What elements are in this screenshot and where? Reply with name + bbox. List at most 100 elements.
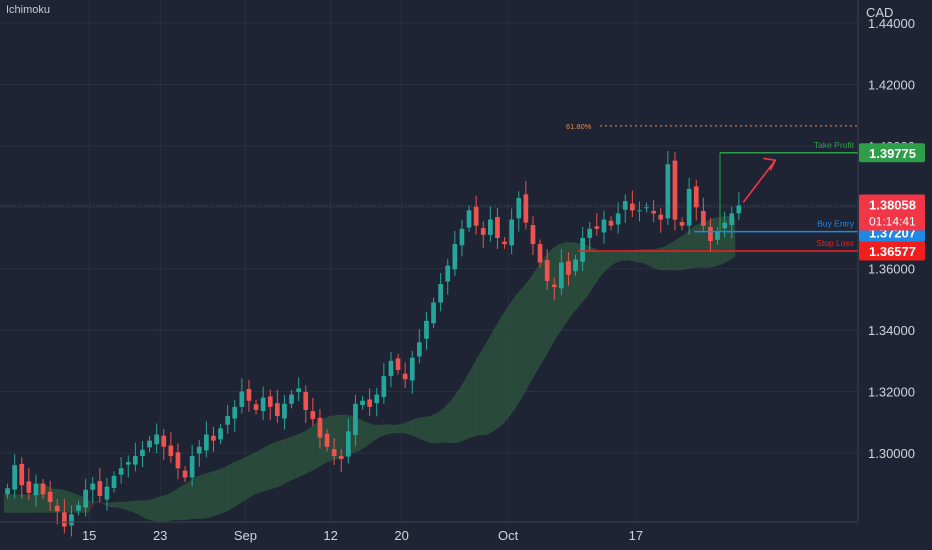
candle-body [530, 225, 536, 245]
price-tick-label: 1.34000 [868, 323, 915, 338]
candle-body [5, 488, 10, 495]
cloud-segment [302, 428, 310, 476]
cloud-segment [67, 491, 75, 513]
time-axis[interactable]: 15 23 Sep 12 20 Oct 17 [0, 521, 858, 543]
stop-loss-tag [859, 241, 925, 261]
time-tick-label: 23 [153, 528, 167, 543]
cloud-segment [153, 496, 161, 522]
cloud-segment [288, 435, 296, 482]
cloud-segment [458, 378, 466, 443]
cloud-segment [493, 316, 501, 432]
cloud-segment [18, 494, 26, 513]
cloud-segment [444, 399, 452, 444]
candle-body [331, 449, 337, 456]
cloud-segment [295, 432, 303, 479]
candle-body [324, 433, 330, 447]
cloud-segment [678, 233, 686, 271]
candle-body [523, 194, 529, 223]
candle-body [225, 416, 230, 425]
cloud-segment [117, 501, 125, 510]
candle-body [686, 188, 692, 226]
candle-body [19, 463, 25, 486]
cloud-segment [650, 248, 658, 270]
cloud-segment [273, 440, 281, 489]
candle-body [708, 226, 713, 242]
cloud-segment [387, 424, 395, 435]
cloud-segment [643, 249, 651, 267]
candle-body [431, 302, 436, 324]
candle-body [402, 373, 408, 380]
candle-body [502, 241, 507, 245]
cloud-segment [614, 251, 622, 264]
cloud-segment [515, 287, 523, 409]
cloud-segment [572, 242, 580, 315]
candle-body [97, 481, 103, 496]
candle-body [189, 455, 195, 478]
cloud-segment [699, 221, 707, 268]
candle-body [608, 220, 614, 226]
candle-body [651, 210, 656, 214]
cloud-segment [657, 246, 665, 271]
candle-body [133, 455, 138, 465]
price-tags: 1.39775 1.37207 1.36577 1.38058 01:14:41 [859, 143, 925, 261]
candle-body [90, 483, 96, 490]
cloud-segment [664, 242, 672, 271]
candle-body [360, 400, 365, 406]
candle-body [275, 403, 280, 417]
cloud-segment [593, 247, 601, 288]
cloud-segment [536, 258, 544, 372]
candle-body [488, 219, 493, 235]
candle-body [551, 284, 557, 288]
cloud-segment [465, 365, 473, 440]
candle-body [644, 207, 649, 209]
candle-body [417, 342, 422, 357]
candle-body [615, 213, 621, 225]
candle-body [587, 228, 593, 238]
candle-body [715, 231, 720, 240]
candle-body [445, 265, 451, 282]
candle-body [168, 445, 174, 456]
candle-body [62, 512, 67, 527]
candle-body [211, 435, 216, 441]
candle-body [317, 417, 323, 438]
time-tick-label: 20 [394, 528, 408, 543]
cloud-segment [607, 251, 615, 269]
take-profit-tag-text: 1.39775 [869, 146, 916, 161]
candle-body [495, 217, 500, 238]
cloud-segment [373, 424, 381, 442]
stop-loss-tag-text: 1.36577 [869, 244, 916, 259]
arrow-head-icon [763, 157, 777, 171]
candle-body [40, 483, 46, 495]
candle-body [303, 392, 309, 410]
candle-body [601, 219, 607, 233]
cloud-segment [224, 463, 232, 513]
cloud-segment [472, 353, 480, 437]
candle-body [580, 237, 585, 262]
cloud-segment [259, 445, 267, 493]
candle-body [47, 491, 53, 503]
candle-body [559, 262, 564, 289]
cloud-segment [522, 279, 530, 398]
buy-entry-label: Buy Entry [817, 219, 855, 229]
cloud-segment [238, 457, 246, 505]
cloud-segment [266, 442, 274, 491]
candle-body [282, 403, 287, 419]
time-tick-label: 17 [629, 528, 643, 543]
candle-body [480, 228, 486, 235]
candle-body [693, 186, 699, 208]
cloud-segment [600, 251, 608, 277]
price-axis[interactable]: CAD 1.440001.420001.400001.380001.360001… [857, 0, 915, 522]
candle-body [182, 470, 188, 478]
cloud-segment [721, 216, 729, 265]
candle-body [83, 489, 88, 508]
candle-body [729, 213, 735, 226]
candle-body [118, 468, 124, 475]
cloud-segment [138, 500, 146, 519]
cloud-segment [174, 486, 182, 521]
cloud-segment [25, 494, 33, 513]
candle-body [267, 396, 273, 407]
time-tick-label: Oct [498, 528, 519, 543]
price-tick-label: 1.30000 [868, 446, 915, 461]
cloud-segment [124, 501, 132, 512]
